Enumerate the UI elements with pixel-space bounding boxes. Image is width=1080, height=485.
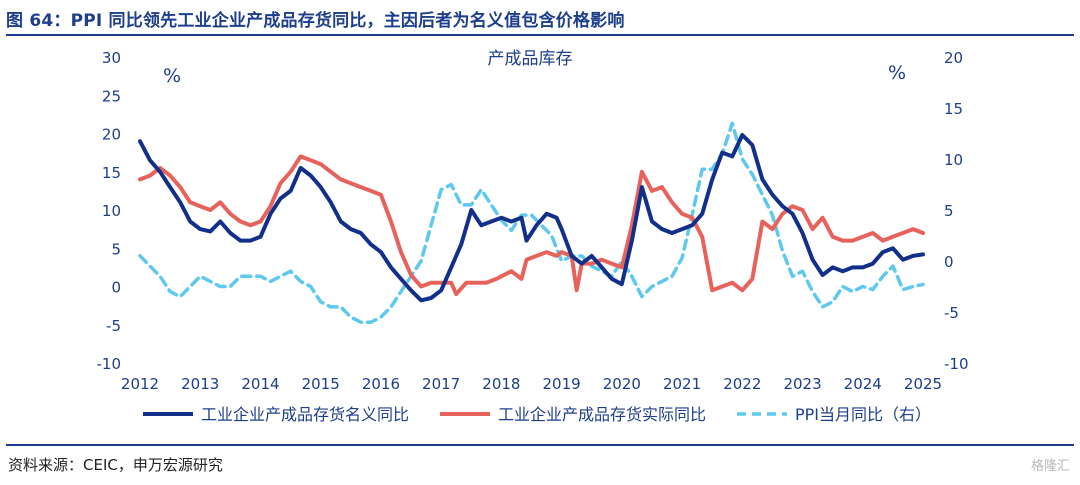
x-tick-label: 2017 — [422, 375, 460, 393]
watermark: 格隆汇 — [1030, 459, 1070, 474]
figure-title: 图 64：PPI 同比领先工业企业产成品存货同比，主因后者为名义值包含价格影响 — [6, 11, 625, 31]
x-tick-label: 2022 — [723, 375, 761, 393]
right-axis-ticks: -10 -5 0 5 10 15 20 — [944, 49, 969, 373]
chart-title: 产成品库存 — [488, 49, 573, 69]
right-tick-label: 0 — [944, 253, 954, 271]
x-tick-label: 2016 — [362, 375, 400, 393]
x-tick-label: 2013 — [181, 375, 219, 393]
left-axis-ticks: -10 -5 0 5 10 15 20 25 30 — [97, 49, 122, 373]
x-tick-label: 2023 — [783, 375, 821, 393]
right-tick-label: -5 — [944, 304, 959, 322]
left-tick-label: 15 — [102, 164, 121, 182]
right-tick-label: -10 — [944, 355, 969, 373]
right-axis-unit: % — [888, 62, 906, 84]
left-tick-label: 10 — [102, 202, 121, 220]
series-line-1 — [138, 133, 925, 303]
right-tick-label: 20 — [944, 49, 963, 67]
x-tick-label: 2024 — [844, 375, 882, 393]
x-tick-label: 2019 — [543, 375, 581, 393]
left-axis-unit: % — [163, 65, 181, 87]
left-tick-label: -10 — [97, 355, 122, 373]
left-tick-label: 25 — [102, 87, 121, 105]
legend-label-3: PPI当月同比（右） — [795, 405, 931, 424]
left-tick-label: 30 — [102, 49, 121, 67]
right-tick-label: 10 — [944, 151, 963, 169]
x-tick-label: 2014 — [241, 375, 279, 393]
footer-rule — [6, 444, 1074, 446]
right-tick-label: 5 — [944, 202, 954, 220]
x-tick-label: 2018 — [482, 375, 520, 393]
legend: 工业企业产成品存货名义同比 工业企业产成品存货实际同比 PPI当月同比（右） — [143, 405, 931, 424]
right-tick-label: 15 — [944, 100, 963, 118]
x-tick-label: 2025 — [904, 375, 942, 393]
title-rule — [6, 34, 1074, 36]
x-tick-label: 2020 — [603, 375, 641, 393]
series-lines — [138, 121, 925, 324]
series-line-2 — [138, 154, 925, 297]
series-line-3 — [138, 121, 925, 324]
x-tick-label: 2021 — [663, 375, 701, 393]
x-axis-ticks: 2012 2013 2014 2015 2016 2017 2018 2019 2020 2021… — [121, 375, 942, 393]
left-tick-label: 20 — [102, 126, 121, 144]
legend-label-1: 工业企业产成品存货名义同比 — [201, 405, 409, 424]
left-tick-label: -5 — [106, 317, 121, 335]
x-tick-label: 2015 — [302, 375, 340, 393]
left-tick-label: 5 — [111, 240, 121, 258]
left-tick-label: 0 — [111, 279, 121, 297]
legend-label-2: 工业企业产成品存货实际同比 — [498, 405, 706, 424]
x-tick-label: 2012 — [121, 375, 159, 393]
source-note: 资料来源：CEIC，申万宏源研究 — [8, 456, 223, 474]
